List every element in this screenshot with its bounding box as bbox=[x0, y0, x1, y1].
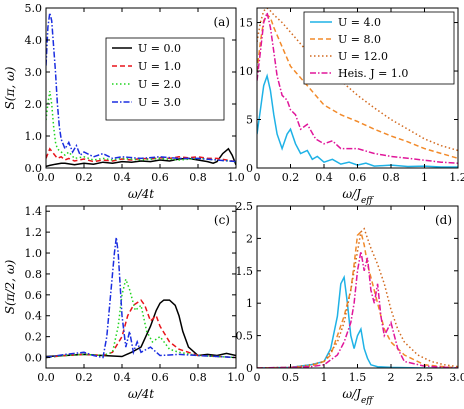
x-tick-label: 1 bbox=[321, 371, 328, 384]
x-tick-label: 0.8 bbox=[382, 171, 400, 184]
legend-box bbox=[105, 37, 225, 121]
y-tick-label: 5 bbox=[246, 114, 253, 127]
x-tick-label: 0 bbox=[254, 171, 261, 184]
legend-entry: U = 1.0 bbox=[138, 60, 181, 73]
x-tick-label: 0.2 bbox=[75, 371, 93, 384]
x-tick-label: 2 bbox=[388, 371, 395, 384]
x-tick-label: 0.2 bbox=[75, 171, 93, 184]
legend-entry: U = 0.0 bbox=[138, 42, 181, 55]
x-tick-label: 0.5 bbox=[282, 371, 300, 384]
series-line-0 bbox=[46, 299, 236, 358]
series-line-3 bbox=[257, 10, 458, 164]
x-tick-label: 0.4 bbox=[315, 171, 333, 184]
y-tick-label: 0.0 bbox=[25, 162, 43, 175]
y-tick-label: 0.2 bbox=[25, 331, 43, 344]
plot-frame bbox=[45, 205, 237, 369]
panel-label: (d) bbox=[435, 213, 452, 227]
x-tick-label: 1.0 bbox=[227, 371, 245, 384]
x-tick-label: 1.5 bbox=[349, 371, 367, 384]
x-axis-label: ω/Jeff bbox=[342, 187, 374, 206]
x-tick-label: 0.4 bbox=[113, 171, 131, 184]
y-tick-label: 0 bbox=[246, 362, 253, 375]
y-tick-label: 1.0 bbox=[25, 247, 43, 260]
y-tick-label: 5.0 bbox=[25, 2, 43, 15]
y-tick-label: 1.2 bbox=[25, 226, 43, 239]
plot-frame bbox=[256, 205, 459, 369]
x-tick-label: 2.5 bbox=[416, 371, 434, 384]
y-tick-label: 1.0 bbox=[25, 130, 43, 143]
series-line-1 bbox=[46, 147, 236, 163]
y-tick-label: 4.0 bbox=[25, 34, 43, 47]
y-tick-label: 0.6 bbox=[25, 289, 43, 302]
x-tick-label: 0.2 bbox=[282, 171, 300, 184]
x-tick-label: 0.8 bbox=[189, 371, 207, 384]
series-line-0 bbox=[257, 73, 458, 168]
x-tick-label: 0.6 bbox=[151, 371, 169, 384]
y-axis-label: S(π/2, ω) bbox=[3, 259, 17, 314]
x-tick-label: 1.0 bbox=[227, 171, 245, 184]
panel-d: 0 0.5 1 1.5 2 2.5 3.0 0 0.5 1 1.5 2 2.5 ω/Jeff (d) bbox=[236, 200, 464, 406]
x-tick-label: 3.0 bbox=[449, 371, 464, 384]
y-axis-label: S(π, ω) bbox=[3, 66, 17, 109]
series-line-0 bbox=[257, 274, 458, 368]
x-tick-label: 0.0 bbox=[37, 171, 55, 184]
x-axis-label: ω/Jeff bbox=[342, 387, 374, 406]
series-line-1 bbox=[257, 230, 458, 368]
legend-entry: U = 2.0 bbox=[138, 78, 181, 91]
series-line-3 bbox=[46, 12, 236, 163]
x-axis-label: ω/4t bbox=[128, 387, 154, 401]
y-tick-label: 1 bbox=[246, 297, 253, 310]
series-line-2 bbox=[257, 227, 458, 368]
y-tick-label: 1.4 bbox=[25, 205, 43, 218]
y-tick-label: 10 bbox=[239, 65, 253, 78]
y-tick-label: 0.0 bbox=[25, 352, 43, 365]
x-tick-label: 0.6 bbox=[349, 171, 367, 184]
legend-entry: U = 12.0 bbox=[338, 50, 388, 63]
y-tick-label: 3.0 bbox=[25, 66, 43, 79]
panel-c: 0.0 0.2 0.4 0.6 0.8 1.0 0.0 0.2 0.4 0.6 0.8 1.0 1.2 1… bbox=[3, 205, 245, 401]
panel-label: (c) bbox=[214, 213, 230, 227]
x-tick-label: 0.6 bbox=[151, 171, 169, 184]
y-tick-label: 2 bbox=[246, 232, 253, 245]
legend-entry: U = 3.0 bbox=[138, 96, 181, 109]
panel-a: 0.0 0.2 0.4 0.6 0.8 1.0 0.0 1.0 2.0 3.0 4.0 5.0 ω/4t… bbox=[3, 2, 245, 201]
y-tick-label: 0.4 bbox=[25, 310, 43, 323]
x-tick-label: 0.0 bbox=[37, 371, 55, 384]
series-line-2 bbox=[46, 91, 236, 163]
x-tick-label: 1 bbox=[421, 171, 428, 184]
y-tick-label: 1.5 bbox=[236, 265, 254, 278]
x-tick-label: 0.8 bbox=[189, 171, 207, 184]
series-line-0 bbox=[46, 147, 236, 168]
series-line-3 bbox=[46, 237, 236, 359]
y-tick-label: 2.5 bbox=[236, 200, 254, 213]
y-tick-label: 0 bbox=[246, 162, 253, 175]
x-tick-label: 1.2 bbox=[449, 171, 464, 184]
y-tick-label: 0.5 bbox=[236, 330, 254, 343]
y-tick-label: 2.0 bbox=[25, 98, 43, 111]
y-tick-label: 0.8 bbox=[25, 268, 43, 281]
x-tick-label: 0.4 bbox=[113, 371, 131, 384]
x-tick-label: 0 bbox=[254, 371, 261, 384]
plot-frame bbox=[45, 7, 237, 169]
series-line-3 bbox=[257, 251, 458, 368]
legend-entry: Heis. J = 1.0 bbox=[338, 67, 408, 80]
x-axis-label: ω/4t bbox=[128, 187, 154, 201]
panel-label: (a) bbox=[213, 15, 230, 29]
legend-box bbox=[303, 11, 455, 85]
legend-entry: U = 4.0 bbox=[338, 16, 381, 29]
legend-entry: U = 8.0 bbox=[338, 33, 381, 46]
y-tick-label: 15 bbox=[239, 17, 253, 30]
